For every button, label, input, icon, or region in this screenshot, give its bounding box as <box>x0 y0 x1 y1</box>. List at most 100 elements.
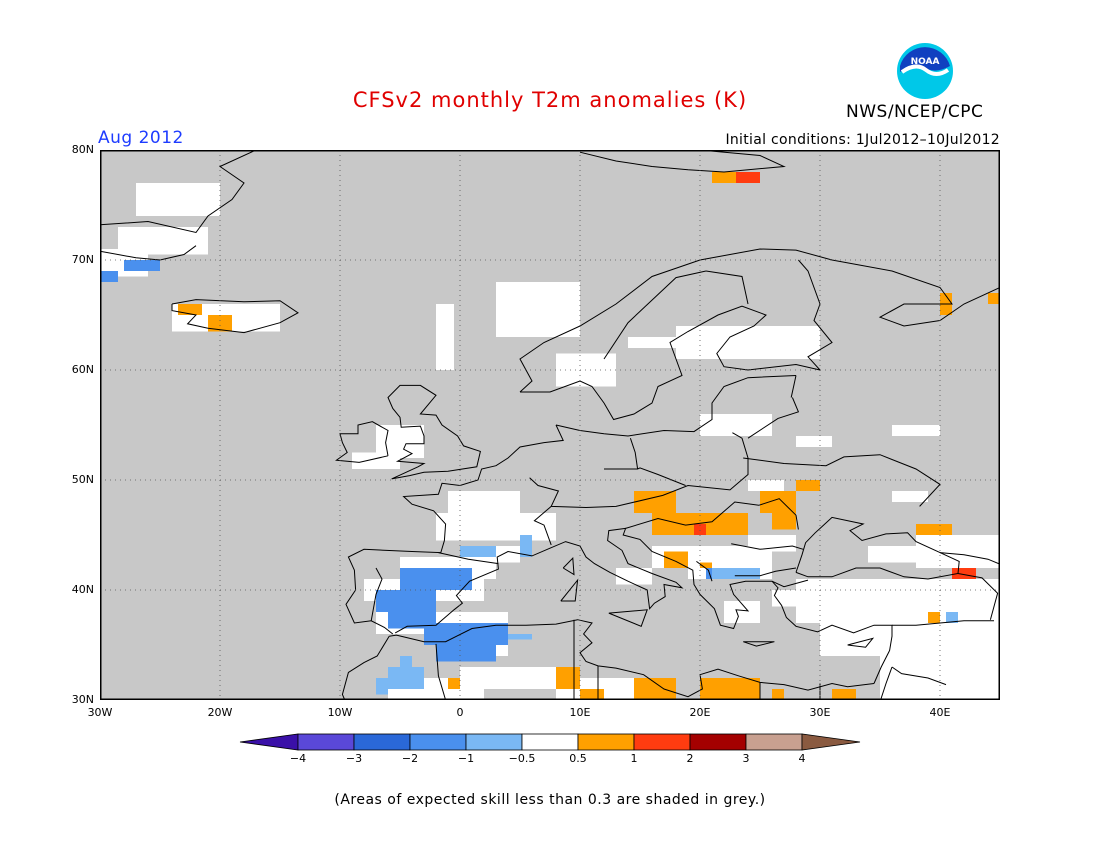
near-normal-cell <box>136 183 220 216</box>
coastline <box>608 609 648 627</box>
warm-anomaly-cell <box>832 689 856 700</box>
warm-anomaly-cell <box>694 524 706 535</box>
coastline <box>345 424 564 635</box>
near-normal-cell <box>916 535 1000 568</box>
colorbar-box <box>465 733 523 751</box>
forecast-month: Aug 2012 <box>98 128 184 148</box>
warm-anomaly-cell <box>928 612 940 623</box>
colorbar-label: −0.5 <box>508 752 536 765</box>
colorbar-box <box>633 733 691 751</box>
warm-anomaly-cell <box>916 524 952 535</box>
colorbar-label: 2 <box>686 752 694 765</box>
near-normal-cell <box>616 568 652 585</box>
map-frame <box>100 150 1000 700</box>
coastline <box>795 516 960 580</box>
coastline <box>734 567 797 577</box>
colorbar-box <box>745 733 803 751</box>
colorbar-label: 0.5 <box>569 752 587 765</box>
lon-label: 40E <box>929 706 951 719</box>
anomaly-map <box>100 150 1000 700</box>
lon-label: 30E <box>809 706 831 719</box>
lon-label: 20E <box>689 706 711 719</box>
cold-anomaly-cell <box>124 260 160 271</box>
near-normal-cell <box>880 645 1000 700</box>
coastline <box>341 635 390 700</box>
coastline <box>529 432 749 509</box>
warm-anomaly-cell <box>178 304 202 315</box>
coastline <box>891 666 947 686</box>
warm-anomaly-cell <box>664 551 688 568</box>
warm-anomaly-cell <box>634 491 676 513</box>
colorbar-arrow-left <box>239 733 299 751</box>
cold-anomaly-cell <box>388 667 424 689</box>
coastline <box>519 248 1000 393</box>
lat-label: 60N <box>71 363 94 376</box>
warm-anomaly-cell <box>700 678 760 700</box>
near-normal-cell <box>724 601 760 623</box>
warm-anomaly-cell <box>556 667 568 678</box>
noaa-logo: NOAA <box>897 43 953 99</box>
initial-conditions: Initial conditions: 1Jul2012–10Jul2012 <box>725 132 1000 148</box>
coastline <box>435 643 447 700</box>
coastline <box>705 270 749 305</box>
colorbar-arrow-right <box>801 733 861 751</box>
near-normal-cell <box>352 452 400 469</box>
coastline <box>743 454 941 507</box>
coastline <box>604 467 686 486</box>
map-title: CFSv2 monthly T2m anomalies (K) <box>352 88 748 112</box>
near-normal-cell <box>892 491 928 502</box>
coastline <box>696 560 713 582</box>
near-normal-cell <box>436 304 454 370</box>
anomaly-cells <box>100 150 1000 700</box>
colorbar-label: 1 <box>630 752 638 765</box>
coastline <box>603 270 707 360</box>
warm-anomaly-cell <box>940 304 952 315</box>
coastline <box>579 150 786 173</box>
agency-label: NWS/NCEP/CPC <box>846 102 984 122</box>
coastline <box>394 527 893 684</box>
cold-anomaly-cell <box>424 623 508 645</box>
cold-anomaly-cell <box>946 612 958 623</box>
warm-anomaly-cell <box>208 315 232 332</box>
near-normal-cell <box>700 414 772 436</box>
colorbar-box <box>521 733 579 751</box>
warm-anomaly-cell <box>772 513 796 530</box>
colorbar <box>239 733 861 751</box>
near-normal-cell <box>496 282 580 337</box>
cold-anomaly-cell <box>376 590 436 612</box>
warm-anomaly-cell <box>772 689 784 700</box>
lon-label: 10E <box>569 706 591 719</box>
lat-label: 40N <box>71 583 94 596</box>
skill-note: (Areas of expected skill less than 0.3 a… <box>334 792 766 808</box>
lat-label: 70N <box>71 253 94 266</box>
near-normal-cell <box>796 579 1000 623</box>
cold-anomaly-cell <box>376 678 388 695</box>
lon-label: 10W <box>327 706 353 719</box>
lon-label: 20W <box>207 706 233 719</box>
colorbar-label: −4 <box>289 752 307 765</box>
coastline <box>957 573 999 620</box>
warm-anomaly-cell <box>580 689 604 700</box>
coastline <box>731 543 804 550</box>
coastline <box>771 579 809 588</box>
coastline <box>790 375 797 398</box>
warm-anomaly-cell <box>700 562 712 568</box>
cold-anomaly-cell <box>436 645 496 662</box>
coastline <box>562 556 575 576</box>
coastline <box>939 552 1000 565</box>
coastline <box>438 552 499 565</box>
coastline <box>387 384 481 480</box>
lon-label: 30W <box>87 706 113 719</box>
colorbar-box <box>577 733 635 751</box>
warm-anomaly-cell <box>940 293 952 304</box>
lat-label: 30N <box>71 693 94 706</box>
colorbar-box <box>409 733 467 751</box>
warm-anomaly-cell <box>760 491 796 513</box>
coastlines <box>100 150 1000 700</box>
coastline <box>520 305 821 421</box>
near-normal-cell <box>748 535 796 552</box>
coastline <box>880 666 893 700</box>
cold-anomaly-cell <box>400 656 412 667</box>
coastline <box>533 506 552 546</box>
colorbar-label: −2 <box>401 752 419 765</box>
